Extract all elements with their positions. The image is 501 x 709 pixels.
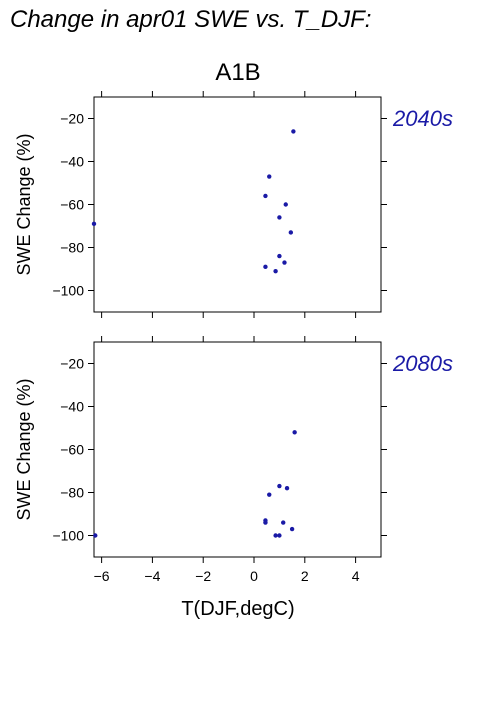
x-tick-label: 0 xyxy=(250,568,258,584)
plot-frame xyxy=(93,341,382,558)
y-tick-label: −60 xyxy=(60,442,84,458)
scatter-point xyxy=(273,533,278,538)
scatter-point xyxy=(267,492,272,497)
y-tick-label: −80 xyxy=(60,485,84,501)
y-tick-label: −100 xyxy=(52,528,84,544)
y-tick-label: −100 xyxy=(52,283,84,299)
y-tick-label: −60 xyxy=(60,197,84,213)
panel-label: 2080s xyxy=(392,351,453,376)
y-tick-label: −80 xyxy=(60,240,84,256)
scatter-point xyxy=(91,221,97,227)
scatter-point xyxy=(277,533,282,538)
panel-label: 2040s xyxy=(392,106,453,131)
scatter-point xyxy=(284,486,290,491)
y-tick-label: −20 xyxy=(60,111,84,127)
scatter-point xyxy=(263,193,268,199)
x-tick-label: −2 xyxy=(195,568,211,584)
y-tick-label: −20 xyxy=(60,356,84,372)
y-axis-label: SWE Change (%) xyxy=(14,378,34,520)
x-tick-label: 4 xyxy=(352,568,360,584)
figure-title: Change in apr01 SWE vs. T_DJF: xyxy=(10,6,371,33)
y-axis-label: SWE Change (%) xyxy=(14,133,34,275)
y-tick-label: −40 xyxy=(60,154,84,170)
scatter-point xyxy=(291,129,296,134)
x-tick-label: −6 xyxy=(94,568,110,584)
scatter-point xyxy=(283,202,288,207)
x-tick-label: −4 xyxy=(144,568,160,584)
scatter-point xyxy=(292,430,297,435)
scatter-point xyxy=(277,483,282,489)
y-tick-label: −40 xyxy=(60,399,84,415)
scenario-label: A1B xyxy=(215,59,260,86)
scatter-point xyxy=(289,526,295,532)
x-axis-label: T(DJF,degC) xyxy=(181,598,294,620)
scatter-point xyxy=(277,253,282,259)
panel-2040s: −20 −40 −60 −80 −100 SWE Change (%) 2040s xyxy=(14,91,453,318)
scatter-point xyxy=(281,520,286,525)
x-tick-label: 2 xyxy=(301,568,309,584)
scatter-point xyxy=(282,260,287,265)
plot-frame xyxy=(93,96,382,313)
scatter-point xyxy=(263,520,268,525)
scatter-point xyxy=(273,268,278,274)
scatter-point xyxy=(267,174,272,179)
scatter-point xyxy=(277,215,282,220)
scatter-point xyxy=(93,533,98,538)
scatter-point xyxy=(263,264,268,270)
scatter-point xyxy=(288,230,294,235)
